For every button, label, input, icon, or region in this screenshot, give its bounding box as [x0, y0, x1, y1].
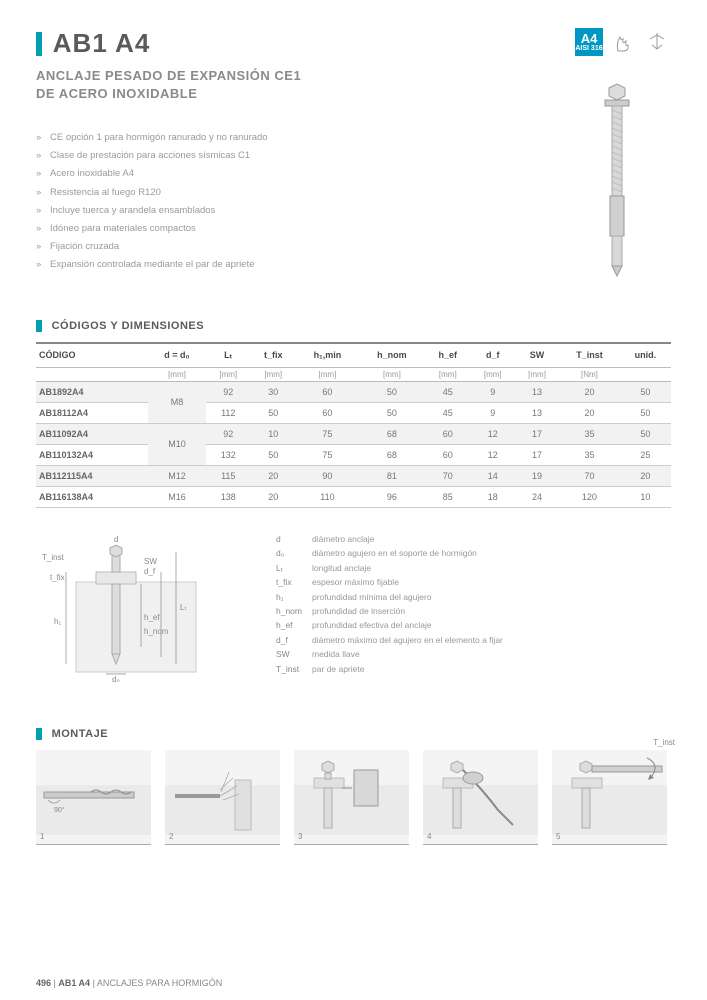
feature-item: Idóneo para materiales compactos: [36, 220, 671, 238]
step-number: 4: [427, 832, 431, 841]
feature-item: Clase de prestación para acciones sísmic…: [36, 147, 671, 165]
fire-icon: [609, 28, 637, 56]
accent-bar: [36, 320, 42, 332]
title-block: AB1 A4 ANCLAJE PESADO DE EXPANSIÓN CE1 D…: [36, 28, 575, 103]
step-4: 4: [423, 750, 538, 845]
feature-item: Fijación cruzada: [36, 238, 671, 256]
svg-text:d_f: d_f: [144, 567, 156, 576]
subtitle: ANCLAJE PESADO DE EXPANSIÓN CE1 DE ACERO…: [36, 67, 575, 103]
assembly-steps: 90° 1 2 3 4 T_inst 5: [36, 750, 671, 845]
page-title: AB1 A4: [53, 28, 151, 59]
svg-text:d: d: [114, 535, 118, 544]
svg-text:SW: SW: [144, 557, 157, 566]
feature-item: CE opción 1 para hormigón ranurado y no …: [36, 129, 671, 147]
step-2: 2: [165, 750, 280, 845]
header-row: AB1 A4 ANCLAJE PESADO DE EXPANSIÓN CE1 D…: [36, 28, 671, 103]
svg-text:h_nom: h_nom: [144, 627, 169, 636]
step-number: 2: [169, 832, 173, 841]
svg-text:T_inst: T_inst: [42, 553, 65, 562]
feature-list: CE opción 1 para hormigón ranurado y no …: [36, 129, 671, 273]
badges: A4 AISI 316: [575, 28, 671, 56]
accent-bar: [36, 728, 42, 740]
svg-text:h₁: h₁: [54, 617, 61, 626]
badge-a4: A4 AISI 316: [575, 28, 603, 56]
step-1: 90° 1: [36, 750, 151, 845]
legend-list: ddiámetro anclajed₀diámetro agujero en e…: [276, 532, 671, 682]
svg-text:Lₜ: Lₜ: [180, 603, 187, 612]
step-number: 1: [40, 832, 44, 841]
svg-text:t_fix: t_fix: [50, 573, 65, 582]
accent-bar: [36, 32, 42, 56]
anchor-icon: [643, 28, 671, 56]
step-5: T_inst 5: [552, 750, 667, 845]
feature-item: Expansión controlada mediante el par de …: [36, 256, 671, 274]
svg-text:d₀: d₀: [112, 675, 120, 682]
dimension-diagram: d T_inst t_fix h₁ d₀ SW d_f Lₜ h_ef h_no…: [36, 532, 236, 682]
dimensions-table: CÓDIGOd = d₀Lₜt_fixh₁,minh_nomh_efd_fSWT…: [36, 342, 671, 508]
step-number: 3: [298, 832, 302, 841]
feature-item: Acero inoxidable A4: [36, 165, 671, 183]
tinst-label: T_inst: [653, 738, 675, 747]
diagram-legend-row: d T_inst t_fix h₁ d₀ SW d_f Lₜ h_ef h_no…: [36, 532, 671, 682]
section-title-montaje: MONTAJE: [36, 728, 671, 740]
page-footer: 496 | AB1 A4 | ANCLAJES PARA HORMIGÓN: [36, 978, 222, 988]
svg-text:h_ef: h_ef: [144, 613, 160, 622]
svg-text:90°: 90°: [54, 806, 65, 814]
step-3: 3: [294, 750, 409, 845]
step-number: 5: [556, 832, 560, 841]
feature-item: Resistencia al fuego R120: [36, 184, 671, 202]
section-title-codes: CÓDIGOS Y DIMENSIONES: [36, 320, 671, 332]
feature-item: Incluye tuerca y arandela ensamblados: [36, 202, 671, 220]
